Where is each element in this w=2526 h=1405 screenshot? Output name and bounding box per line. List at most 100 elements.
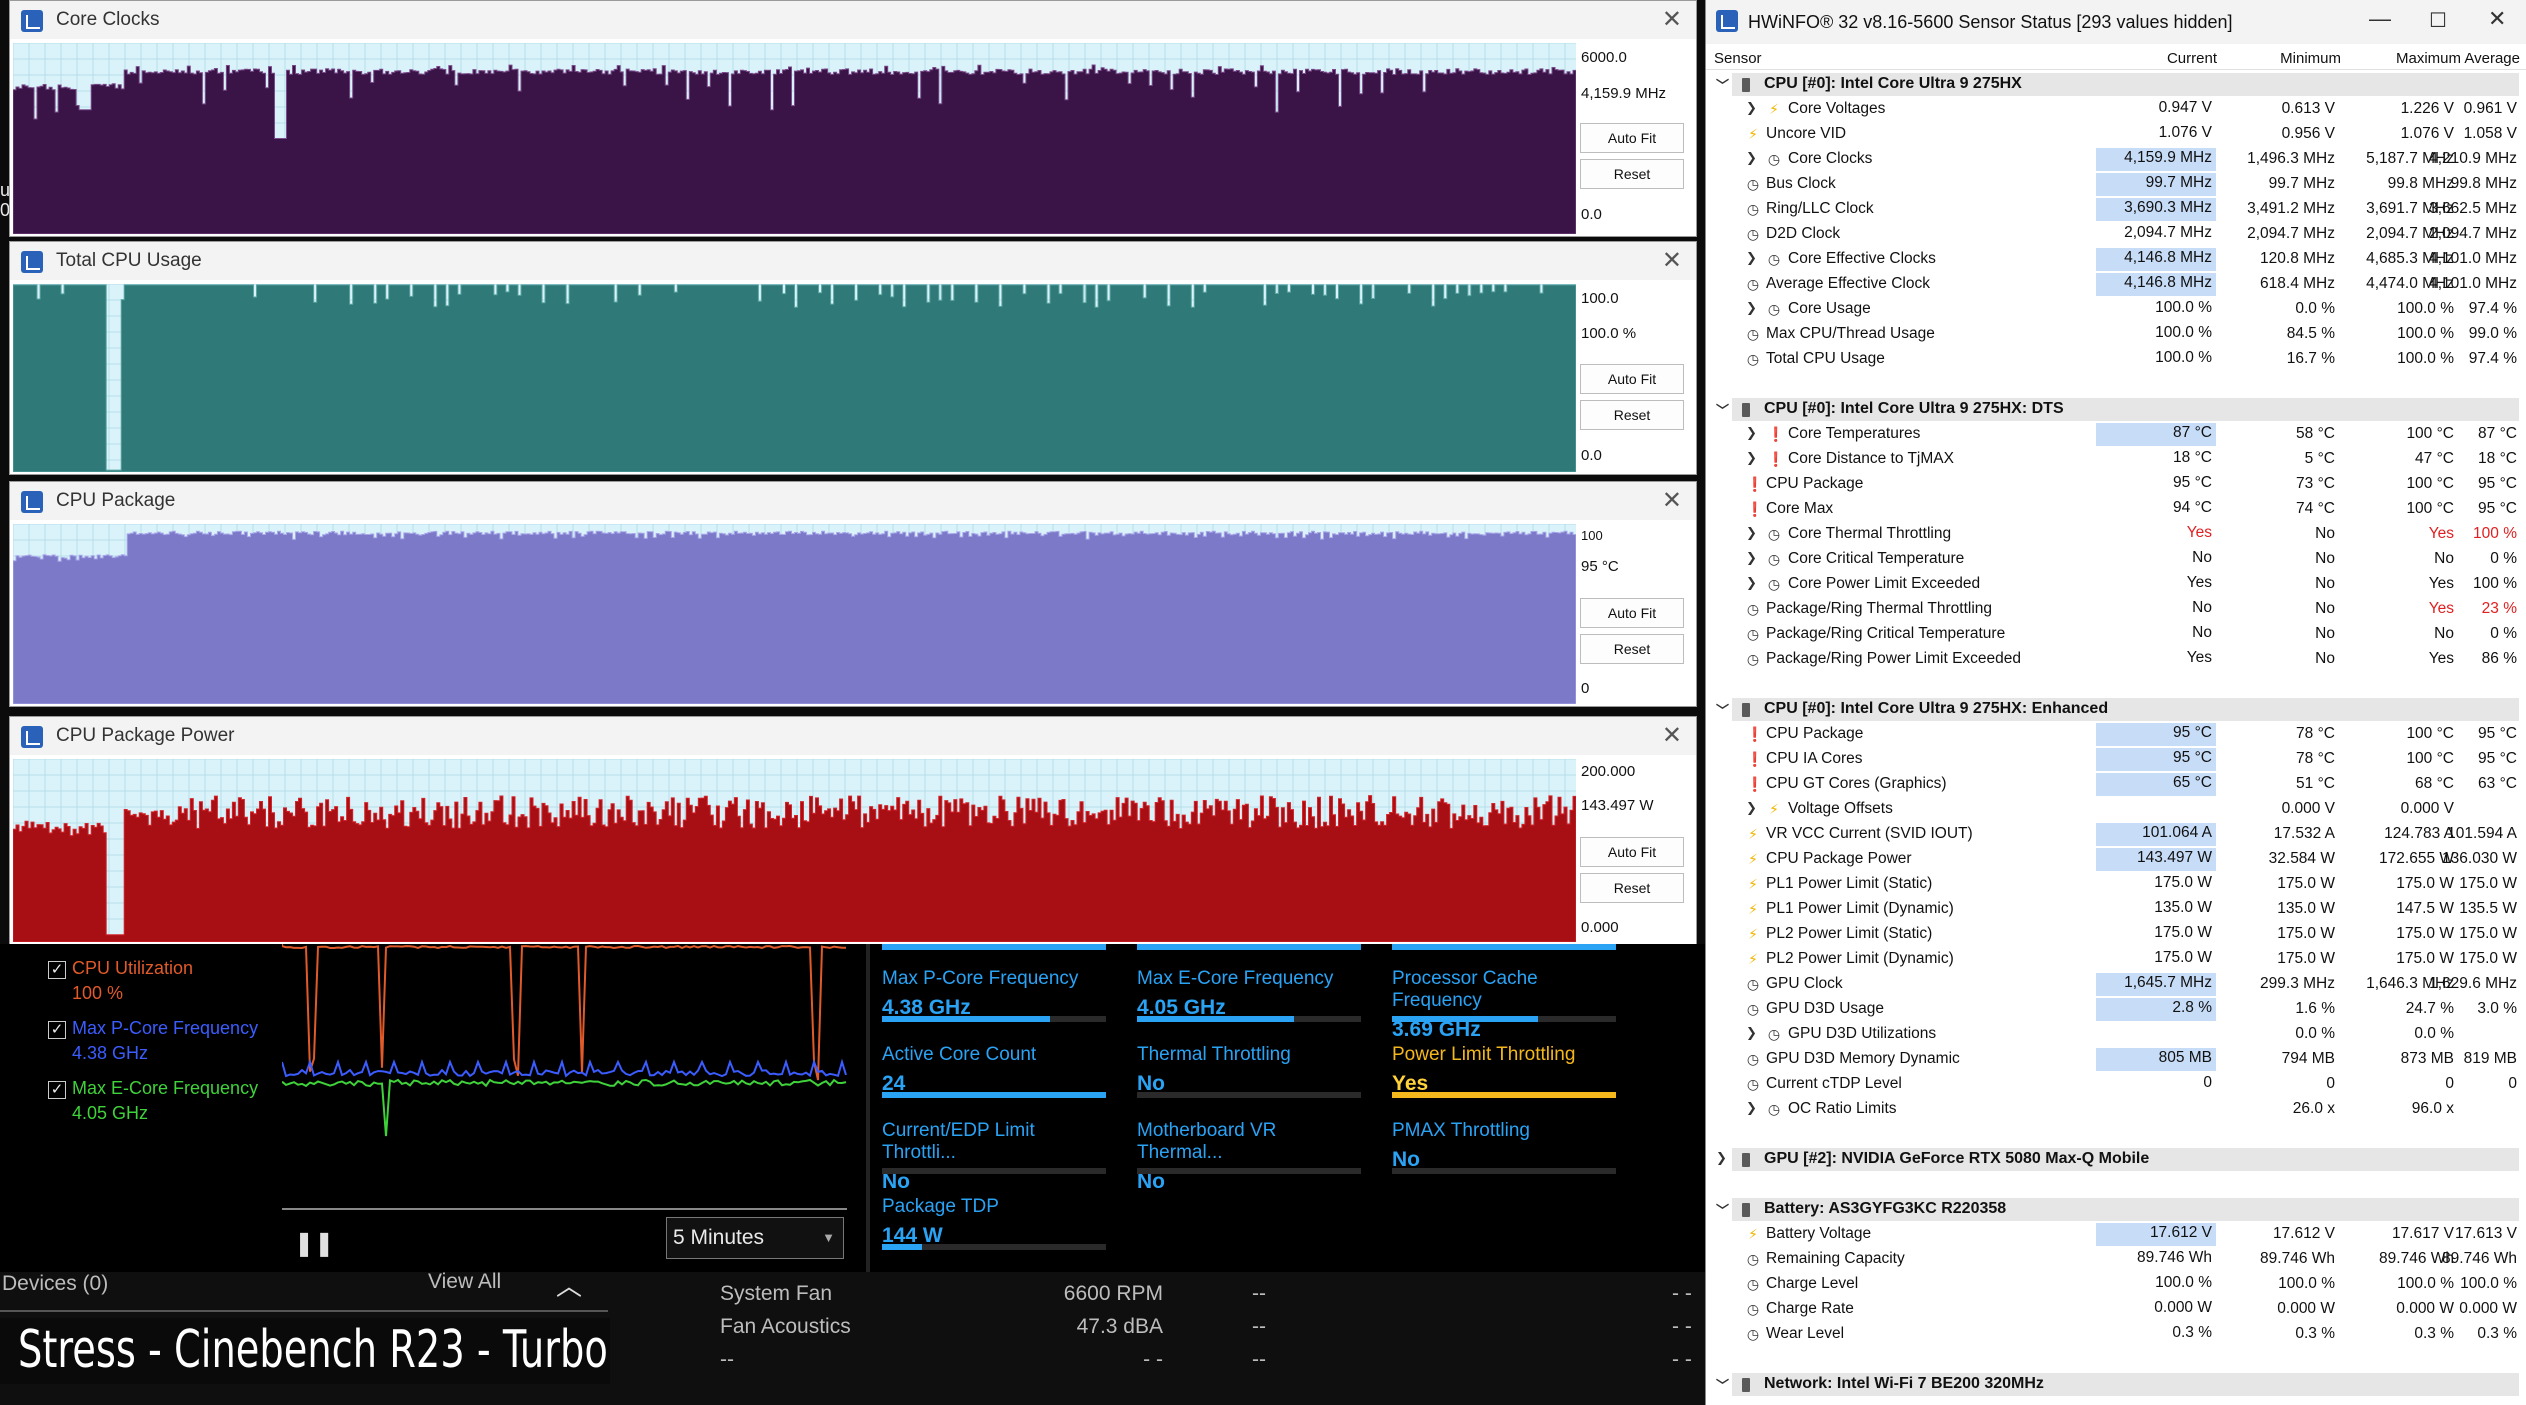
reset-button[interactable]: Reset [1580,634,1684,664]
checkbox[interactable]: ✓ [48,961,66,979]
sensor-row[interactable]: ❯ ◷ OC Ratio Limits 26.0 x 96.0 x [1706,1097,2526,1122]
sensor-row[interactable]: ◷ Current cTDP Level 0 0 0 0 [1706,1072,2526,1097]
sensor-row[interactable]: ◷ Average Effective Clock 4,146.8 MHz 618.4… [1706,272,2526,297]
sensor-row[interactable]: ❗ Core Max 94 °C 74 °C 100 °C 95 °C [1706,497,2526,522]
sensor-row[interactable]: ⚡ PL1 Power Limit (Dynamic) 135.0 W 135.0 W… [1706,897,2526,922]
sensor-row[interactable]: ❯ ⚡ Core Voltages 0.947 V 0.613 V 1.226 V 0.96… [1706,97,2526,122]
auto-fit-button[interactable]: Auto Fit [1580,598,1684,628]
sensor-group-header[interactable]: ﹀ CPU [#0]: Intel Core Ultra 9 275HX: DT… [1706,397,2526,422]
sensor-row[interactable]: ◷ GPU D3D Usage 2.8 % 1.6 % 24.7 % 3.0 % [1706,997,2526,1022]
sensor-row[interactable]: ❗ CPU IA Cores 95 °C 78 °C 100 °C 95 °C [1706,747,2526,772]
sensor-row[interactable]: ❯ ◷ GPU D3D Utilizations 0.0 % 0.0 % [1706,1022,2526,1047]
graph-window-total-cpu-usage[interactable]: Total CPU Usage ✕ 100.0 100.0 % Auto Fit… [9,241,1697,475]
sensor-row[interactable]: ◷ D2D Clock 2,094.7 MHz 2,094.7 MHz 2,094.7 … [1706,222,2526,247]
graph-titlebar[interactable]: Core Clocks ✕ [10,1,1696,39]
chevron-right-icon[interactable]: ❯ [1746,525,1757,540]
chevron-right-icon[interactable]: ❯ [1746,1100,1757,1115]
col-minimum[interactable]: Minimum [2280,50,2341,67]
sensor-row[interactable]: ⚡ Uncore VID 1.076 V 0.956 V 1.076 V 1.058 V [1706,122,2526,147]
sensor-row[interactable]: ⚡ PL1 Power Limit (Static) 175.0 W 175.0 W 1… [1706,872,2526,897]
sensor-row[interactable]: ❯ ◷ Core Clocks 4,159.9 MHz 1,496.3 MHz 5,187… [1706,147,2526,172]
sensor-row[interactable]: ❗ CPU Package 95 °C 73 °C 100 °C 95 °C [1706,472,2526,497]
sensor-row[interactable]: ◷ Package/Ring Power Limit Exceeded Yes No Y… [1706,647,2526,672]
auto-fit-button[interactable]: Auto Fit [1580,837,1684,867]
collapse-icon[interactable]: ︿ [556,1271,583,1301]
chevron-right-icon[interactable]: ❯ [1746,1025,1757,1040]
sensor-row[interactable]: ⚡ PL2 Power Limit (Dynamic) 175.0 W 175.0 W… [1706,947,2526,972]
checkbox[interactable]: ✓ [48,1081,66,1099]
auto-fit-button[interactable]: Auto Fit [1580,364,1684,394]
sensor-row[interactable]: ◷ Wear Level 0.3 % 0.3 % 0.3 % 0.3 % [1706,1322,2526,1347]
graph-window-core-clocks[interactable]: Core Clocks ✕ 6000.0 4,159.9 MHz Auto Fi… [9,0,1697,237]
sensor-row[interactable]: ◷ Bus Clock 99.7 MHz 99.7 MHz 99.8 MHz 99.8 M… [1706,172,2526,197]
legend-item[interactable]: ✓ CPU Utilization 100 % [48,958,278,1014]
chevron-right-icon[interactable]: ❯ [1746,150,1757,165]
chevron-right-icon[interactable]: ❯ [1746,800,1757,815]
chevron-right-icon[interactable]: ❯ [1746,450,1757,465]
chevron-right-icon[interactable]: ❯ [1746,250,1757,265]
sensor-group-header[interactable]: ﹀ CPU [#0]: Intel Core Ultra 9 275HX: En… [1706,697,2526,722]
col-maximum[interactable]: Maximum [2395,50,2461,67]
sensor-row[interactable]: ◷ GPU D3D Memory Dynamic 805 MB 794 MB 873 M… [1706,1047,2526,1072]
close-icon[interactable]: ✕ [1661,6,1682,33]
chevron-right-icon[interactable]: ❯ [1716,1150,1727,1165]
legend-item[interactable]: ✓ Max P-Core Frequency 4.38 GHz [48,1018,278,1074]
chevron-right-icon[interactable]: ❯ [1746,575,1757,590]
sensor-row[interactable]: ◷ Ring/LLC Clock 3,690.3 MHz 3,491.2 MHz 3,6… [1706,197,2526,222]
chevron-down-icon[interactable]: ﹀ [1716,78,1730,93]
close-icon[interactable]: ✕ [1661,722,1682,749]
sensor-row[interactable]: ◷ Package/Ring Critical Temperature No No No… [1706,622,2526,647]
sensor-row[interactable]: ◷ Package/Ring Thermal Throttling No No Yes 2… [1706,597,2526,622]
legend-item[interactable]: ✓ Max E-Core Frequency 4.05 GHz [48,1078,278,1134]
sensor-group-header[interactable]: ﹀ Battery: AS3GYFG3KC R220358 [1706,1197,2526,1222]
sensor-row[interactable]: ◷ Total CPU Usage 100.0 % 16.7 % 100.0 % 97.4… [1706,347,2526,372]
sensor-row[interactable]: ⚡ VR VCC Current (SVID IOUT) 101.064 A 17.5… [1706,822,2526,847]
sensor-row[interactable]: ❯ ❗ Core Temperatures 87 °C 58 °C 100 °C 87 °C [1706,422,2526,447]
graph-titlebar[interactable]: Total CPU Usage ✕ [10,242,1696,280]
sensor-row[interactable]: ❯ ◷ Core Power Limit Exceeded Yes No Yes 100 % [1706,572,2526,597]
checkbox[interactable]: ✓ [48,1021,66,1039]
pause-icon[interactable]: ❚❚ [294,1230,335,1257]
sensor-group-header[interactable]: ﹀ CPU [#0]: Intel Core Ultra 9 275HX [1706,72,2526,97]
sensor-row[interactable]: ❯ ⚡ Voltage Offsets 0.000 V 0.000 V [1706,797,2526,822]
hwinfo-sensor-window[interactable]: HWiNFO® 32 v8.16-5600 Sensor Status [293… [1705,0,2526,1405]
sensor-row[interactable]: ◷ GPU Clock 1,645.7 MHz 299.3 MHz 1,646.3 MH… [1706,972,2526,997]
sensor-row[interactable]: ◷ Remaining Capacity 89.746 Wh 89.746 Wh 89.… [1706,1247,2526,1272]
graph-window-cpu-package[interactable]: CPU Package ✕ 100 95 °C Auto Fit Reset 0 [9,481,1697,707]
graph-titlebar[interactable]: CPU Package ✕ [10,482,1696,520]
chevron-down-icon[interactable]: ﹀ [1716,403,1730,418]
chevron-right-icon[interactable]: ❯ [1746,300,1757,315]
timespan-select[interactable]: 5 Minutes ▼ [666,1217,844,1259]
sensor-row[interactable]: ⚡ CPU Package Power 143.497 W 32.584 W 172.6… [1706,847,2526,872]
col-average[interactable]: Average [2464,50,2520,67]
reset-button[interactable]: Reset [1580,400,1684,430]
col-sensor[interactable]: Sensor [1714,50,1762,67]
close-icon[interactable]: ✕ [1661,247,1682,274]
chevron-right-icon[interactable]: ❯ [1746,100,1757,115]
sensor-row[interactable]: ❯ ◷ Core Thermal Throttling Yes No Yes 100 % [1706,522,2526,547]
sensor-group-header[interactable]: ﹀ Network: Intel Wi-Fi 7 BE200 320MHz [1706,1372,2526,1397]
graph-window-cpu-package-power[interactable]: CPU Package Power ✕ 200.000 143.497 W Au… [9,716,1697,945]
maximize-icon[interactable]: ☐ [2429,10,2447,32]
col-current[interactable]: Current [2166,50,2217,67]
sensor-row[interactable]: ❯ ◷ Core Usage 100.0 % 0.0 % 100.0 % 97.4 % [1706,297,2526,322]
sensor-row[interactable]: ⚡ Battery Voltage 17.612 V 17.612 V 17.617 V… [1706,1222,2526,1247]
column-headers[interactable]: Sensor Current Minimum Maximum Average [1706,46,2526,70]
sensor-row[interactable]: ❯ ◷ Core Effective Clocks 4,146.8 MHz 120.8 … [1706,247,2526,272]
sensor-row[interactable]: ❯ ❗ Core Distance to TjMAX 18 °C 5 °C 47 °C 18… [1706,447,2526,472]
sensor-row[interactable]: ❗ CPU GT Cores (Graphics) 65 °C 51 °C 68 °C 6… [1706,772,2526,797]
chevron-down-icon[interactable]: ﹀ [1716,703,1730,718]
reset-button[interactable]: Reset [1580,873,1684,903]
sensor-row[interactable]: ⚡ PL2 Power Limit (Static) 175.0 W 175.0 W 1… [1706,922,2526,947]
chevron-down-icon[interactable]: ﹀ [1716,1203,1730,1218]
sensor-row[interactable]: ❗ CPU Package 95 °C 78 °C 100 °C 95 °C [1706,722,2526,747]
chevron-down-icon[interactable]: ﹀ [1716,1378,1730,1393]
sensor-row[interactable]: ◷ Charge Level 100.0 % 100.0 % 100.0 % 100.0 … [1706,1272,2526,1297]
close-icon[interactable]: ✕ [1661,487,1682,514]
hwinfo-titlebar[interactable]: HWiNFO® 32 v8.16-5600 Sensor Status [293… [1706,0,2526,44]
sensor-row[interactable]: ◷ Max CPU/Thread Usage 100.0 % 84.5 % 100.0 … [1706,322,2526,347]
minimize-icon[interactable]: — [2369,6,2391,31]
reset-button[interactable]: Reset [1580,159,1684,189]
chevron-right-icon[interactable]: ❯ [1746,550,1757,565]
chevron-right-icon[interactable]: ❯ [1746,425,1757,440]
